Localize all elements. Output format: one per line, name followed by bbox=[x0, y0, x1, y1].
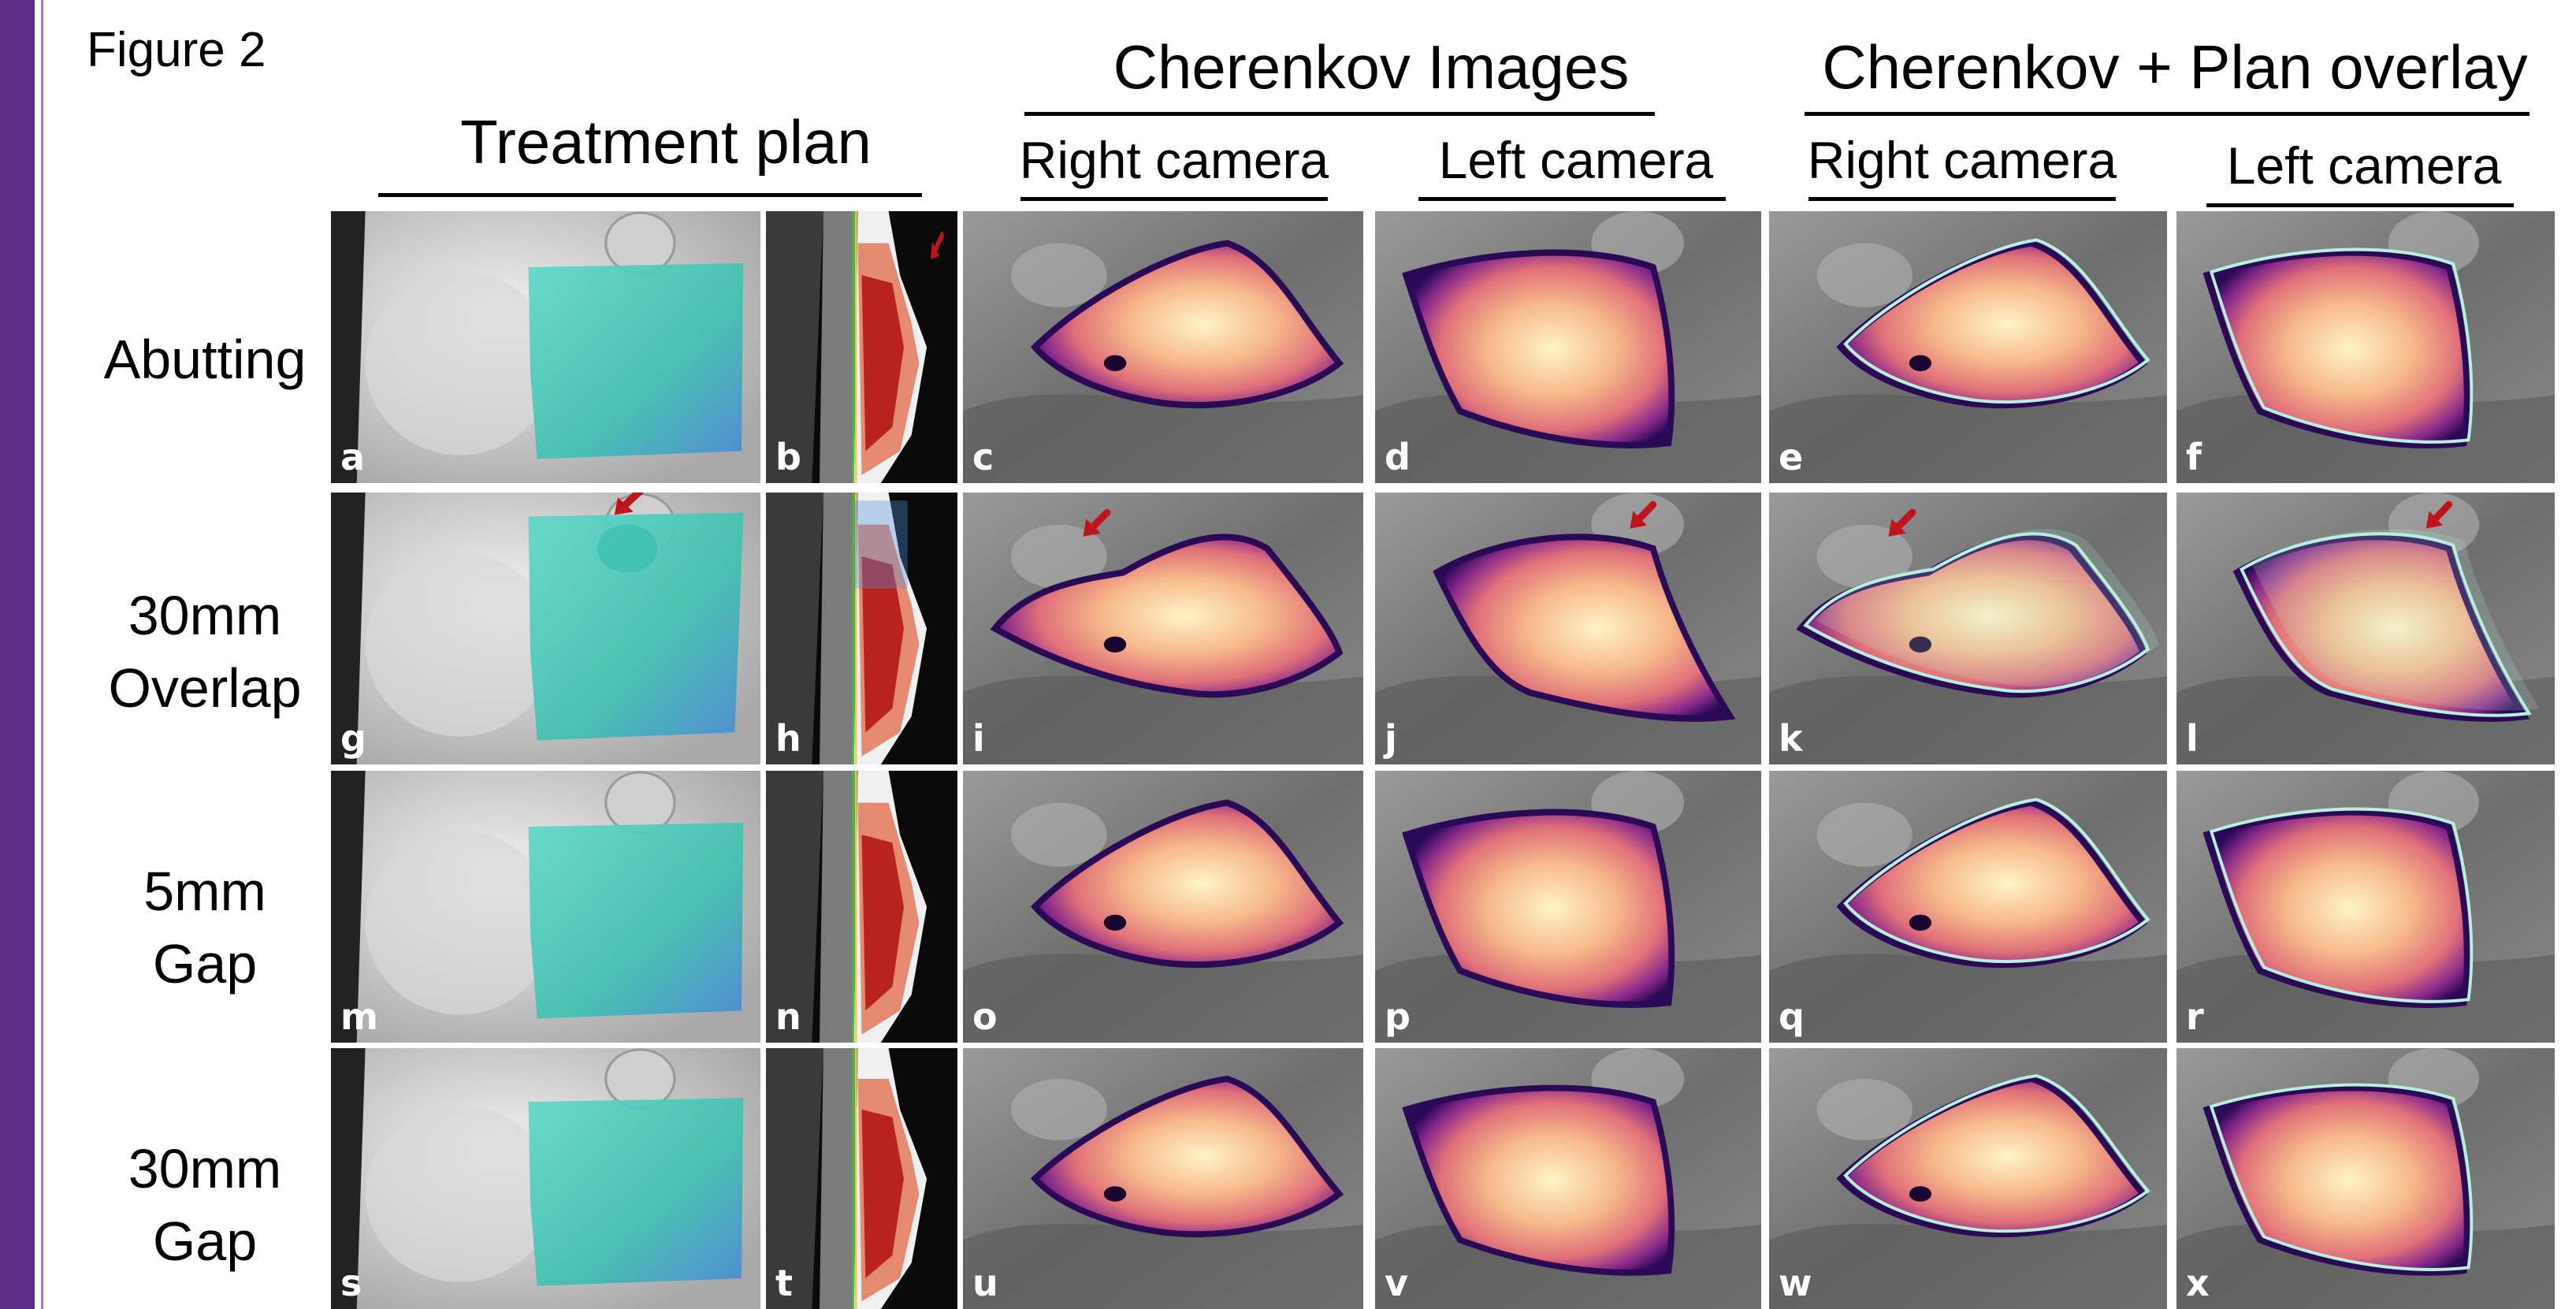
panel-u: u bbox=[963, 1048, 1363, 1309]
heading-left-camera-1: Left camera bbox=[1438, 131, 1714, 189]
left-accent-line bbox=[41, 0, 43, 1309]
panel-q: q bbox=[1769, 771, 2167, 1043]
panel-w: w bbox=[1769, 1048, 2167, 1309]
row-label-30mm-overlap: 30mm Overlap bbox=[108, 585, 302, 719]
panel-letter-r: r bbox=[2186, 995, 2204, 1038]
panel-letter-v: v bbox=[1385, 1262, 1408, 1304]
panel-letter-i: i bbox=[972, 717, 985, 760]
panel-letter-o: o bbox=[972, 995, 998, 1038]
panel-letter-g: g bbox=[340, 717, 366, 760]
panel-letter-a: a bbox=[340, 436, 366, 478]
panel-e: e bbox=[1769, 211, 2167, 483]
panel-k: k bbox=[1769, 493, 2167, 764]
rule-cherenkov-overlay bbox=[1805, 112, 2530, 116]
panel-letter-t: t bbox=[775, 1262, 793, 1304]
panel-letter-e: e bbox=[1779, 436, 1804, 478]
panel-s: s bbox=[331, 1048, 760, 1309]
rule-left-camera-1 bbox=[1418, 197, 1726, 201]
panel-o: o bbox=[963, 771, 1363, 1043]
panel-i: i bbox=[963, 493, 1363, 764]
panel-t: t bbox=[766, 1048, 957, 1309]
panel-p: p bbox=[1375, 771, 1761, 1043]
panel-v: v bbox=[1375, 1048, 1761, 1309]
rule-right-camera-2 bbox=[1808, 197, 2116, 201]
panel-letter-m: m bbox=[340, 995, 378, 1038]
rule-treatment-plan bbox=[378, 193, 922, 197]
panel-letter-c: c bbox=[972, 436, 994, 478]
row-label-abutting: Abutting bbox=[103, 329, 307, 390]
panel-b: b bbox=[766, 211, 957, 483]
panel-letter-q: q bbox=[1779, 995, 1805, 1038]
figure-label: Figure 2 bbox=[87, 23, 266, 77]
left-accent-bar bbox=[0, 0, 35, 1309]
panel-c: c bbox=[963, 211, 1363, 483]
panel-d: d bbox=[1375, 211, 1761, 483]
rule-right-camera-1 bbox=[1020, 197, 1328, 201]
panel-letter-n: n bbox=[775, 995, 801, 1038]
heading-right-camera-1: Right camera bbox=[1019, 131, 1329, 189]
heading-treatment-plan: Treatment plan bbox=[460, 107, 872, 177]
panel-r: r bbox=[2176, 771, 2555, 1043]
rule-cherenkov-images bbox=[1024, 112, 1655, 116]
panel-g: g bbox=[331, 493, 760, 764]
panel-n: n bbox=[766, 771, 957, 1043]
panel-f: f bbox=[2176, 211, 2555, 483]
panel-letter-k: k bbox=[1779, 717, 1803, 760]
panel-letter-j: j bbox=[1385, 717, 1397, 760]
panel-j: j bbox=[1375, 493, 1761, 764]
panel-x: x bbox=[2176, 1048, 2555, 1309]
panel-letter-h: h bbox=[775, 717, 801, 760]
heading-right-camera-2: Right camera bbox=[1807, 131, 2117, 189]
rule-left-camera-2 bbox=[2206, 203, 2514, 207]
heading-left-camera-2: Left camera bbox=[2226, 136, 2502, 195]
panel-letter-l: l bbox=[2186, 717, 2199, 760]
panel-a: a bbox=[331, 211, 760, 483]
panel-h: h bbox=[766, 493, 957, 764]
panel-m: m bbox=[331, 771, 760, 1043]
panel-letter-x: x bbox=[2186, 1262, 2210, 1304]
heading-cherenkov-images: Cherenkov Images bbox=[1113, 32, 1630, 102]
panel-letter-u: u bbox=[972, 1262, 998, 1304]
row-label-30mm-gap: 30mm Gap bbox=[128, 1138, 282, 1272]
panel-letter-d: d bbox=[1385, 436, 1411, 478]
panel-letter-b: b bbox=[775, 436, 801, 478]
heading-cherenkov-overlay: Cherenkov + Plan overlay bbox=[1822, 32, 2528, 102]
panel-letter-f: f bbox=[2186, 436, 2202, 478]
panel-letter-s: s bbox=[340, 1262, 362, 1304]
panel-letter-p: p bbox=[1385, 995, 1411, 1038]
panel-letter-w: w bbox=[1779, 1262, 1812, 1304]
row-label-5mm-gap: 5mm Gap bbox=[143, 861, 266, 995]
panel-l: l bbox=[2176, 493, 2555, 764]
